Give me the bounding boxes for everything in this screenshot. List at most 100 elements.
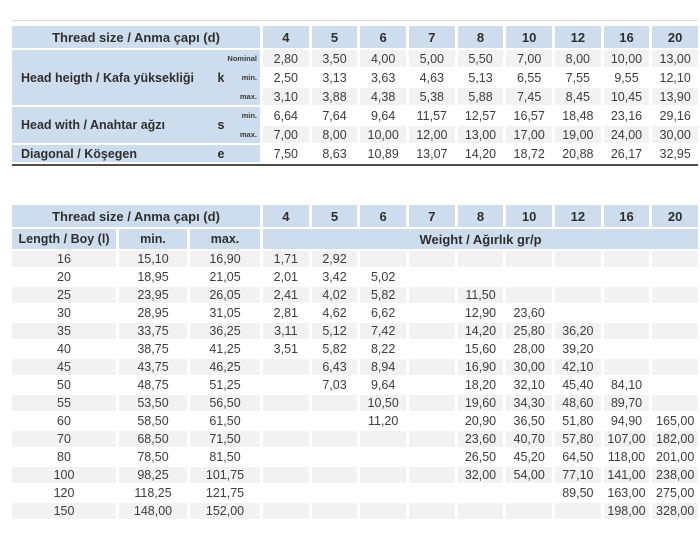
length-max-cell: 71,50 [190,431,260,447]
weight-cell [263,413,309,429]
weight-cell: 48,60 [555,395,601,411]
size-header-cell: 6 [360,205,406,227]
weight-cell: 328,00 [652,503,698,519]
weight-cell [263,467,309,483]
weight-cell [652,359,698,375]
weight-cell [263,503,309,519]
weight-cell [409,287,455,303]
length-min-cell: 98,25 [119,467,187,483]
dim-value-cell: 5,13 [468,70,493,85]
weight-cell [555,251,601,267]
weight-cell: 5,12 [311,323,358,339]
weight-cell: 45,20 [513,450,545,464]
weight-cell [458,269,504,285]
dim-value-cell: 16,57 [513,108,545,123]
dim-value-cell: 3,63 [370,70,396,85]
dim-value-cell: 32,95 [659,146,691,161]
group-label: Head with / Anahtar ağzı [21,118,166,132]
length-min-cell: 118,25 [134,486,172,500]
weight-cell [409,359,455,375]
dim-value-cell: 6,64 [273,108,298,123]
length-cell: 50 [57,378,71,392]
size-header-cell: 5 [311,205,358,227]
weight-cell: 18,20 [464,378,497,392]
weight-cell [263,377,309,393]
weight-cell: 36,20 [555,323,601,339]
weight-cell [409,413,455,429]
size-header-cell: 16 [603,205,650,227]
weight-cell: 30,00 [506,359,552,375]
weight-cell: 16,90 [457,359,504,375]
dim-value-cell: 10,89 [367,146,399,161]
dim-value-cell: 5,00 [409,50,455,67]
weight-cell: 28,00 [513,342,545,356]
weight-cell: 107,00 [603,431,650,447]
weight-cell [652,305,698,321]
weight-cell [409,395,455,411]
weight-cell [263,485,309,501]
weight-cell: 1,71 [263,251,309,267]
weight-cell: 165,00 [656,414,695,428]
weight-cell: 201,00 [656,450,695,464]
sub-row-label: min. [241,73,257,82]
weight-cell: 39,20 [562,342,594,356]
weight-cell [409,341,455,357]
length-max-cell: 46,25 [190,359,260,375]
length-max-cell: 81,50 [209,450,241,464]
weight-cell [312,413,358,429]
weight-cell: 26,50 [464,450,497,464]
length-min-cell: 78,50 [137,450,169,464]
weight-cell: 7,03 [322,378,347,392]
weight-cell: 23,60 [513,306,545,320]
weight-cell: 19,60 [457,395,504,411]
weight-cell: 5,82 [360,287,406,303]
dim-value-cell: 9,55 [614,70,639,85]
weight-cell: 51,80 [562,414,594,428]
weight-cell [603,323,650,339]
table-bottom-rule [12,164,698,166]
dim-value-cell: 5,50 [457,50,504,67]
length-cell: 100 [12,467,116,483]
dim-value-cell: 3,50 [311,50,358,67]
weight-cell: 163,00 [607,486,646,500]
dim-value-cell: 19,00 [555,126,601,143]
length-max-cell: 21,05 [209,270,241,284]
weight-cell: 42,10 [555,359,601,375]
dim-value-cell: 7,00 [506,50,552,67]
weight-cell: 2,81 [273,306,298,320]
size-header-cell: 7 [409,205,455,227]
weight-cell: 84,10 [610,378,643,392]
length-max-cell: 101,75 [190,467,260,483]
length-max-cell: 56,50 [190,395,260,411]
weight-cell [409,323,455,339]
weight-cell [360,467,406,483]
weight-cell: 4,02 [311,287,358,303]
sub-row-label: max. [239,130,257,139]
weight-cell: 5,02 [370,270,396,284]
length-cell: 16 [12,251,116,267]
weight-cell [506,485,552,501]
size-header-cell: 16 [603,26,650,48]
length-cell: 60 [57,414,71,428]
dim-value-cell: 30,00 [652,126,698,143]
weight-cell: 32,10 [513,378,545,392]
dim-value-cell: 10,00 [603,50,650,67]
dim-value-cell: 18,48 [562,108,594,123]
length-min-cell: 18,95 [137,270,169,284]
weight-cell [506,251,552,267]
weight-cell [360,251,406,267]
dim-value-cell: 7,64 [322,108,347,123]
weight-cell: 20,90 [464,414,497,428]
length-cell: 40 [57,342,71,356]
length-header-cell: Length / Boy (l) [12,229,116,249]
length-min-cell: 68,50 [119,431,187,447]
weight-cell [409,377,455,393]
size-header-cell: 8 [457,205,504,227]
group-label-cell: Head heigth / Kafa yüksekliği k Nominal min… [12,50,260,105]
weight-cell: 8,94 [360,359,406,375]
group-label: Head heigth / Kafa yüksekliği [21,70,194,85]
weight-cell [409,467,455,483]
length-cell: 70 [12,431,116,447]
dim-value-cell: 13,90 [652,88,698,105]
dim-value-cell: 9,64 [370,108,396,123]
